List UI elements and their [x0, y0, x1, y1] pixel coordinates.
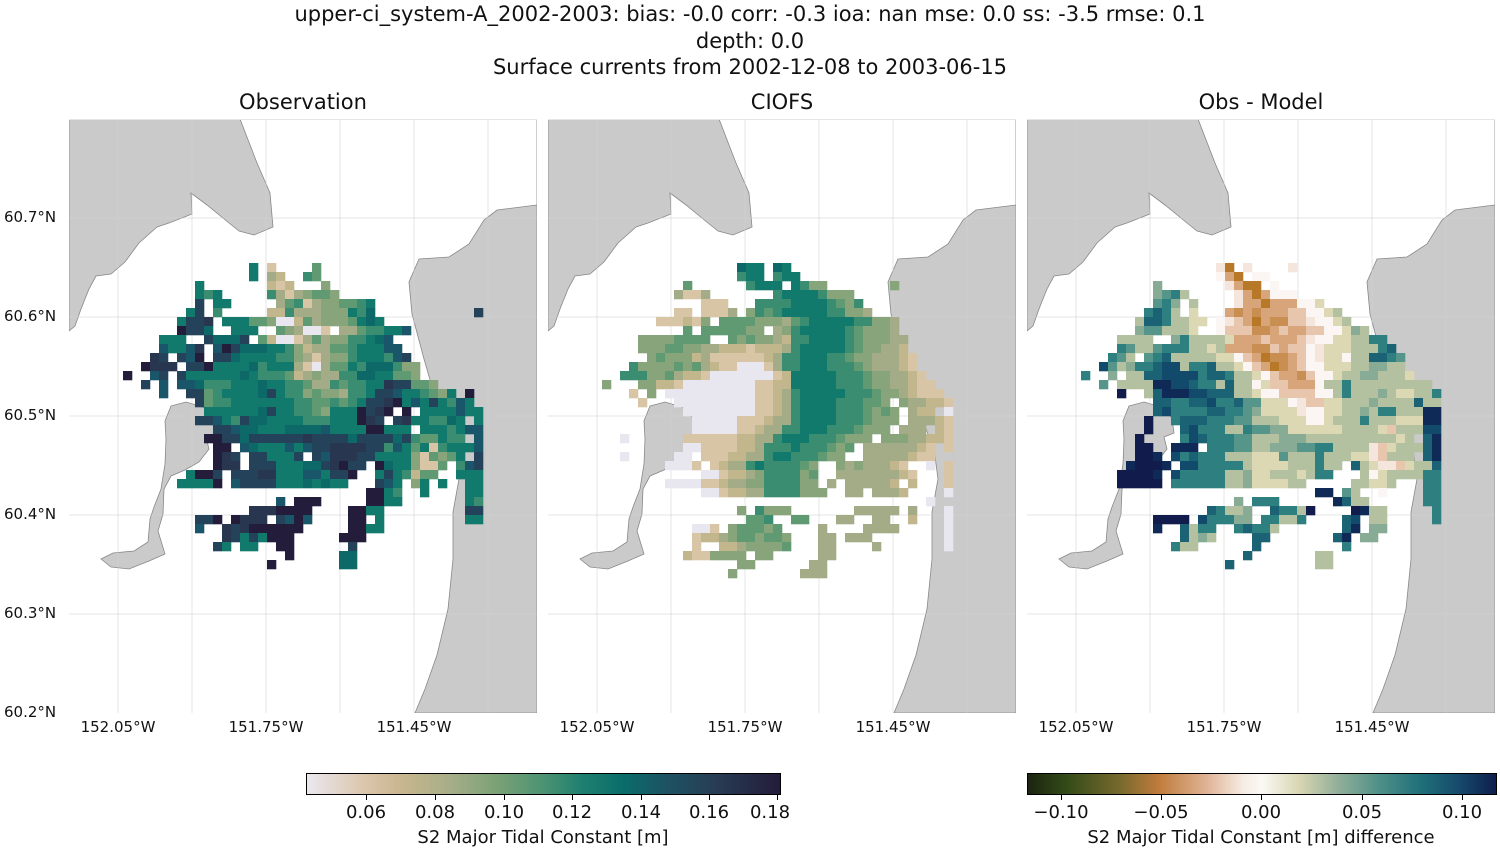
colorbar-tick-label: 0.12 — [551, 802, 593, 823]
map-panel-ciofs — [548, 119, 1016, 713]
figure-title-line2: depth: 0.0 — [695, 29, 805, 53]
y-tick-label: 60.3°N — [4, 604, 57, 622]
colorbar-tick-label: 0.14 — [620, 802, 662, 823]
map-panel-difference — [1027, 119, 1495, 713]
colorbar-tick-label: 0.16 — [688, 802, 730, 823]
colorbar-tick-label: 0.08 — [414, 802, 456, 823]
colorbar-tick-label: 0.10 — [1441, 802, 1483, 823]
map-panel-observation — [69, 119, 537, 713]
colorbar-observation-model — [306, 773, 781, 795]
x-tick-label: 151.45°W — [855, 718, 931, 736]
colorbar-label: S2 Major Tidal Constant [m] difference — [1087, 827, 1435, 848]
colorbar-tick-label: 0.00 — [1240, 802, 1282, 823]
x-tick-label: 151.75°W — [707, 718, 783, 736]
x-tick-label: 151.45°W — [376, 718, 452, 736]
colorbar-tick-label: −0.10 — [1033, 802, 1089, 823]
y-tick-label: 60.7°N — [4, 208, 57, 226]
colorbar-tick-label: 0.05 — [1341, 802, 1383, 823]
x-tick-label: 151.45°W — [1334, 718, 1410, 736]
y-tick-label: 60.4°N — [4, 505, 57, 523]
colorbar-tick-label: −0.05 — [1133, 802, 1189, 823]
x-tick-label: 151.75°W — [228, 718, 304, 736]
figure-title-line3: Surface currents from 2002-12-08 to 2003… — [492, 55, 1008, 79]
colorbar-tick-label: 0.18 — [749, 802, 791, 823]
colorbar-tick-label: 0.10 — [483, 802, 525, 823]
x-tick-label: 152.05°W — [1038, 718, 1114, 736]
panel-title-difference: Obs - Model — [1198, 90, 1324, 114]
colorbar-difference — [1027, 773, 1497, 795]
x-tick-label: 152.05°W — [559, 718, 635, 736]
colorbar-label: S2 Major Tidal Constant [m] — [417, 827, 669, 848]
y-tick-label: 60.5°N — [4, 406, 57, 424]
y-tick-label: 60.2°N — [4, 703, 57, 721]
panel-title-observation: Observation — [239, 90, 367, 114]
x-tick-label: 151.75°W — [1186, 718, 1262, 736]
y-tick-label: 60.6°N — [4, 307, 57, 325]
colorbar-tick-label: 0.06 — [345, 802, 387, 823]
x-tick-label: 152.05°W — [80, 718, 156, 736]
panel-title-ciofs: CIOFS — [750, 90, 814, 114]
figure-title-line1: upper-ci_system-A_2002-2003: bias: -0.0 … — [294, 2, 1206, 26]
